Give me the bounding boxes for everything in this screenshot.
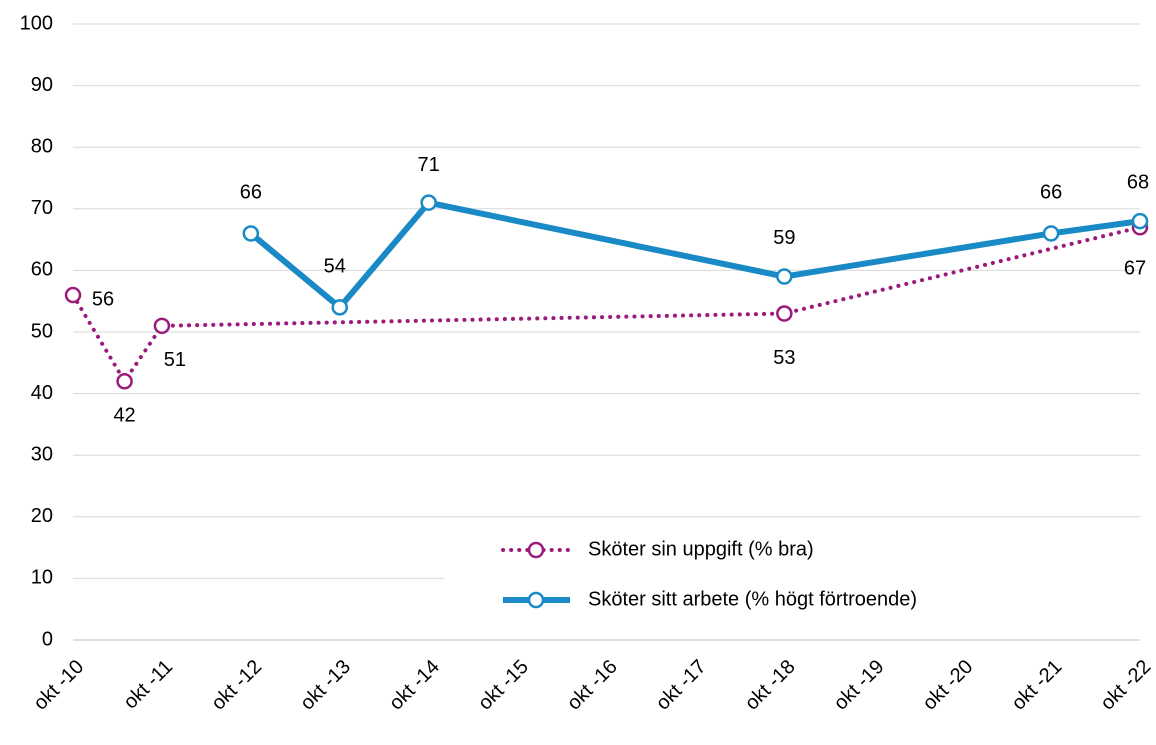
x-tick-label: okt -11	[119, 656, 177, 714]
x-tick-label: okt -16	[563, 656, 622, 715]
y-tick-label: 100	[20, 12, 53, 34]
data-label: 42	[113, 405, 135, 427]
x-tick-label: okt -17	[652, 656, 711, 715]
legend-box	[444, 522, 1144, 626]
data-label: 71	[418, 154, 440, 176]
x-tick-label: okt -12	[207, 656, 266, 715]
y-tick-label: 60	[31, 259, 53, 281]
data-label: 56	[92, 288, 114, 310]
data-label: 51	[164, 349, 186, 371]
point-marker	[420, 194, 437, 211]
data-label: 68	[1127, 171, 1149, 193]
point-marker	[776, 305, 793, 322]
point-marker	[776, 268, 793, 285]
data-label: 66	[1040, 182, 1062, 204]
point-marker	[242, 225, 260, 242]
y-tick-label: 20	[31, 505, 53, 527]
point-marker	[116, 373, 133, 390]
data-label: 54	[324, 256, 346, 278]
data-label: 53	[773, 347, 795, 369]
legend-label: Sköter sitt arbete (% högt förtroende)	[588, 588, 917, 610]
y-tick-label: 0	[42, 628, 53, 650]
point-marker	[1042, 225, 1060, 242]
y-tick-label: 10	[31, 567, 53, 589]
x-tick-label: okt -21	[1008, 656, 1067, 715]
y-tick-label: 30	[31, 443, 53, 465]
y-tick-label: 50	[31, 320, 53, 342]
x-tick-label: okt -14	[385, 656, 444, 715]
point-marker	[153, 317, 171, 335]
point-marker	[64, 286, 82, 304]
point-marker	[1131, 212, 1149, 230]
series-line	[71, 225, 1142, 384]
data-label: 59	[773, 227, 795, 249]
point-marker	[331, 299, 348, 316]
legend-marker	[527, 591, 545, 609]
x-tick-label: okt -10	[29, 656, 88, 715]
x-tick-label: okt -18	[741, 656, 800, 715]
series-line	[248, 199, 1141, 311]
y-tick-label: 80	[31, 135, 53, 157]
x-tick-label: okt -15	[474, 656, 533, 715]
data-label: 67	[1124, 258, 1146, 280]
legend-marker	[527, 541, 545, 559]
data-label: 66	[240, 182, 262, 204]
y-tick-label: 70	[31, 197, 53, 219]
y-tick-label: 90	[31, 74, 53, 96]
legend-label: Sköter sin uppgift (% bra)	[588, 538, 814, 560]
x-tick-label: okt -13	[296, 656, 355, 715]
x-tick-label: okt -20	[919, 656, 978, 715]
y-tick-label: 40	[31, 382, 53, 404]
x-tick-label: okt -19	[830, 656, 889, 715]
x-tick-label: okt -22	[1096, 656, 1155, 715]
